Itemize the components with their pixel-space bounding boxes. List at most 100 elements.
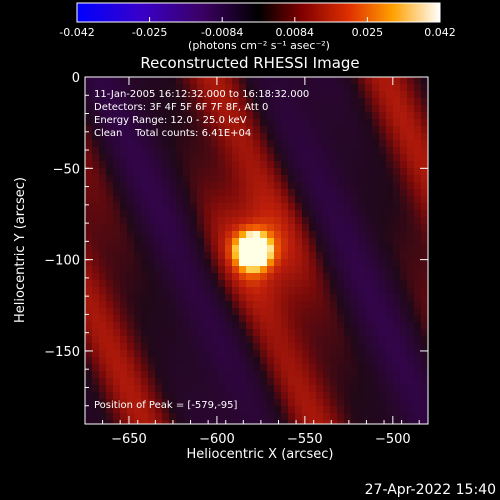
heatmap-cell (113, 98, 120, 105)
heatmap-cell (400, 294, 407, 301)
heatmap-cell (337, 308, 344, 315)
heatmap-cell (365, 280, 372, 287)
heatmap-cell (211, 140, 218, 147)
heatmap-cell (169, 266, 176, 273)
colorbar-tick-label: -0.042 (59, 26, 94, 39)
heatmap-cell (407, 105, 414, 112)
heatmap-cell (386, 322, 393, 329)
heatmap-cell (302, 98, 309, 105)
heatmap-cell (239, 245, 246, 252)
heatmap-cell (414, 413, 421, 420)
heatmap-cell (162, 154, 169, 161)
heatmap-cell (155, 273, 162, 280)
heatmap-cell (106, 392, 113, 399)
heatmap-cell (344, 322, 351, 329)
heatmap-cell (134, 133, 141, 140)
heatmap-cell (393, 294, 400, 301)
heatmap-cell (246, 238, 253, 245)
heatmap-cell (176, 105, 183, 112)
heatmap-cell (414, 336, 421, 343)
heatmap-cell (337, 301, 344, 308)
heatmap-cell (288, 413, 295, 420)
heatmap-cell (414, 84, 421, 91)
heatmap-cell (365, 161, 372, 168)
heatmap-cell (379, 364, 386, 371)
heatmap-cell (316, 420, 323, 424)
heatmap-cell (176, 224, 183, 231)
heatmap-cell (155, 140, 162, 147)
heatmap-cell (190, 140, 197, 147)
heatmap-cell (309, 119, 316, 126)
heatmap-cell (141, 266, 148, 273)
heatmap-cell (204, 378, 211, 385)
heatmap-cell (337, 378, 344, 385)
heatmap-cell (351, 420, 358, 424)
heatmap-cell (155, 308, 162, 315)
heatmap-cell (204, 294, 211, 301)
heatmap-cell (393, 245, 400, 252)
heatmap-cell (344, 329, 351, 336)
heatmap-cell (120, 217, 127, 224)
heatmap-cell (106, 385, 113, 392)
heatmap-cell (288, 287, 295, 294)
heatmap-cell (134, 399, 141, 406)
heatmap-cell (134, 294, 141, 301)
heatmap-cell (288, 266, 295, 273)
heatmap-cell (183, 252, 190, 259)
heatmap-cell (176, 77, 183, 84)
heatmap-cell (309, 105, 316, 112)
heatmap-cell (421, 315, 428, 322)
heatmap-cell (309, 413, 316, 420)
heatmap-cell (85, 210, 92, 217)
heatmap-cell (267, 91, 274, 98)
heatmap-cell (92, 245, 99, 252)
heatmap-cell (414, 168, 421, 175)
heatmap-cell (414, 378, 421, 385)
heatmap-cell (386, 252, 393, 259)
heatmap-cell (211, 105, 218, 112)
heatmap-cell (99, 175, 106, 182)
heatmap-cell (99, 154, 106, 161)
heatmap-cell (400, 217, 407, 224)
heatmap-cell (288, 217, 295, 224)
heatmap-cell (176, 301, 183, 308)
heatmap-cell (260, 77, 267, 84)
heatmap-cell (295, 273, 302, 280)
heatmap-cell (155, 336, 162, 343)
heatmap-cell (204, 154, 211, 161)
heatmap-cell (197, 329, 204, 336)
heatmap-cell (106, 259, 113, 266)
heatmap-cell (99, 315, 106, 322)
heatmap-cell (407, 84, 414, 91)
heatmap-cell (400, 266, 407, 273)
heatmap-cell (337, 133, 344, 140)
heatmap-cell (246, 77, 253, 84)
heatmap-cell (253, 182, 260, 189)
heatmap-cell (169, 392, 176, 399)
heatmap-cell (253, 126, 260, 133)
heatmap-cell (225, 371, 232, 378)
heatmap-cell (316, 259, 323, 266)
heatmap-cell (316, 392, 323, 399)
heatmap-cell (225, 133, 232, 140)
heatmap-cell (302, 420, 309, 424)
heatmap-cell (253, 147, 260, 154)
heatmap-cell (379, 175, 386, 182)
heatmap-cell (260, 266, 267, 273)
heatmap-cell (190, 98, 197, 105)
heatmap-cell (225, 322, 232, 329)
heatmap-cell (113, 392, 120, 399)
heatmap-cell (274, 266, 281, 273)
heatmap-cell (386, 385, 393, 392)
heatmap-cell (120, 413, 127, 420)
heatmap-cell (162, 294, 169, 301)
heatmap-cell (99, 287, 106, 294)
heatmap-cell (344, 399, 351, 406)
heatmap-cell (386, 350, 393, 357)
heatmap-cell (302, 413, 309, 420)
heatmap-cell (176, 364, 183, 371)
heatmap-cell (162, 385, 169, 392)
heatmap-cell (281, 280, 288, 287)
heatmap-cell (218, 217, 225, 224)
heatmap-cell (190, 350, 197, 357)
